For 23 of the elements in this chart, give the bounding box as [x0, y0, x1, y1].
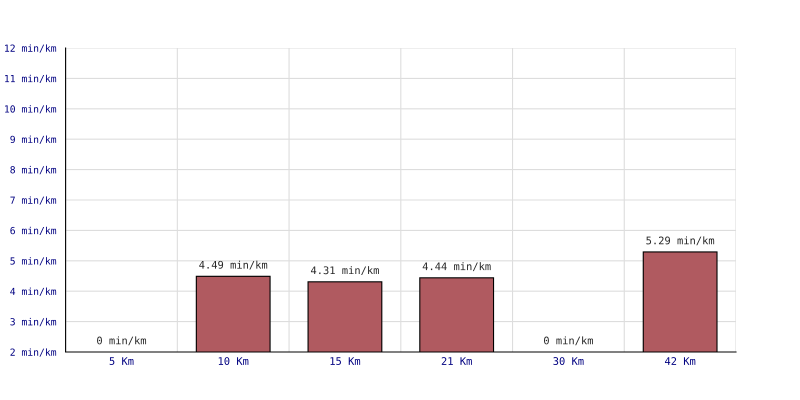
y-tick-label: 4 min/km — [10, 288, 56, 296]
x-tick-label: 5 Km — [110, 357, 134, 365]
x-tick-label: 21 Km — [442, 357, 472, 365]
y-tick-label: 3 min/km — [10, 318, 56, 326]
data-label: 4.31 min/km — [310, 266, 379, 276]
x-tick-label: 15 Km — [330, 357, 360, 365]
data-label: 4.44 min/km — [422, 262, 491, 272]
text: 0 min/km — [544, 336, 593, 346]
y-tick-label: 7 min/km — [10, 196, 56, 205]
text: 0 min/km — [97, 336, 146, 346]
data-label: 5.29 min/km — [646, 236, 714, 246]
y-tick-label: 10 min/km — [5, 105, 56, 114]
y-tick-label: 5 min/km — [10, 257, 56, 266]
data-label: 4.49 min/km — [199, 260, 268, 270]
y-tick-label: 12 min/km — [5, 44, 56, 53]
x-tick-label: 10 Km — [218, 357, 248, 365]
y-tick-label: 2 min/km — [10, 348, 56, 357]
x-tick-label: 42 Km — [664, 357, 696, 365]
y-tick-label: 6 min/km — [10, 226, 56, 236]
y-tick-label: 9 min/km — [10, 136, 56, 144]
y-tick-label: 11 min/km — [5, 74, 56, 84]
x-tick-label: 30 Km — [553, 357, 584, 365]
y-tick-label: 8 min/km — [10, 166, 56, 174]
